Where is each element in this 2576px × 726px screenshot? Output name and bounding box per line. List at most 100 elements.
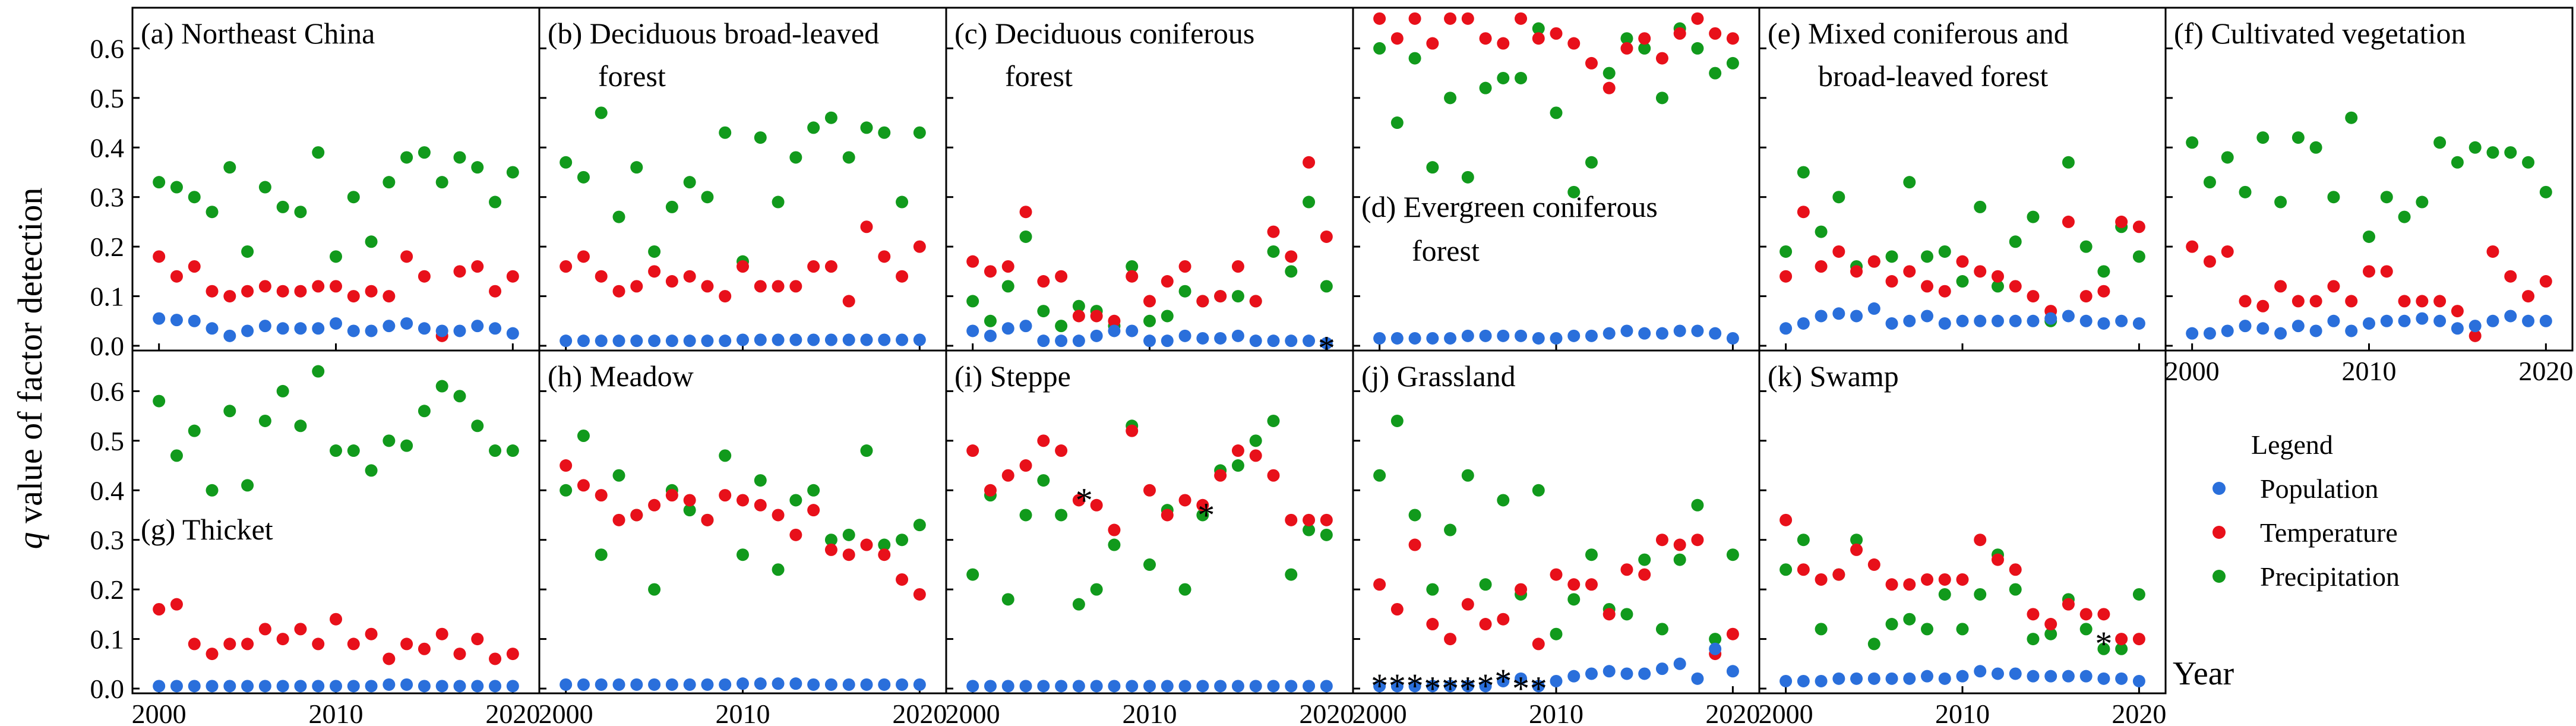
point-population xyxy=(188,314,201,327)
point-population xyxy=(1072,680,1085,693)
point-population xyxy=(966,680,979,693)
point-population xyxy=(2132,317,2145,330)
point-population xyxy=(2398,314,2411,327)
point-precipitation xyxy=(1479,578,1492,591)
point-precipitation xyxy=(400,439,413,452)
point-precipitation xyxy=(1231,459,1244,472)
point-population xyxy=(1903,314,1916,327)
point-temperature xyxy=(577,479,590,492)
panel-j: 2000 2010 2020(j) Grassland* * * * * * * * * * xyxy=(1352,349,1760,726)
point-precipitation xyxy=(418,146,431,159)
point-precipitation xyxy=(2044,627,2057,640)
point-precipitation xyxy=(2097,265,2110,278)
point-population xyxy=(1709,642,1722,655)
point-temperature xyxy=(1055,270,1068,283)
point-precipitation xyxy=(1903,176,1916,189)
point-precipitation xyxy=(1373,42,1386,55)
point-population xyxy=(1550,674,1563,687)
point-temperature xyxy=(1267,225,1280,238)
significance-asterisk: * xyxy=(1197,495,1215,534)
point-precipitation xyxy=(1249,434,1262,447)
point-temperature xyxy=(1567,37,1581,50)
point-population xyxy=(860,333,873,346)
point-population xyxy=(2522,314,2535,327)
point-population xyxy=(2345,324,2358,337)
x-tick-label: 2010 xyxy=(1123,699,1177,726)
point-precipitation xyxy=(878,538,891,551)
point-population xyxy=(2009,314,2022,327)
point-temperature xyxy=(1001,469,1014,482)
point-precipitation xyxy=(453,390,466,403)
point-precipitation xyxy=(506,444,519,457)
point-temperature xyxy=(1196,498,1209,512)
point-temperature xyxy=(153,603,166,616)
point-population xyxy=(1249,334,1262,348)
point-population xyxy=(754,677,767,690)
point-population xyxy=(683,678,696,691)
point-temperature xyxy=(188,260,201,273)
point-temperature xyxy=(701,513,714,526)
point-precipitation xyxy=(701,191,714,204)
panel-k: 2000 2010 2020 (k) Swamp * xyxy=(1758,349,2167,726)
point-temperature xyxy=(347,637,360,651)
point-population xyxy=(1001,322,1014,335)
x-tick-label: 2000 xyxy=(1352,699,1407,726)
point-temperature xyxy=(560,459,573,472)
point-population xyxy=(2539,314,2552,327)
point-precipitation xyxy=(1638,553,1651,566)
point-precipitation xyxy=(1815,623,1828,636)
point-precipitation xyxy=(206,484,219,497)
point-precipitation xyxy=(984,314,997,327)
x-tick-label: 2000 xyxy=(132,699,187,726)
point-population xyxy=(330,317,342,330)
point-precipitation xyxy=(860,121,873,134)
point-precipitation xyxy=(2539,185,2552,198)
point-temperature xyxy=(1037,275,1050,288)
point-temperature xyxy=(206,285,219,298)
point-temperature xyxy=(258,623,271,636)
point-population xyxy=(223,680,236,693)
point-precipitation xyxy=(737,548,749,561)
point-temperature xyxy=(2309,295,2322,308)
point-precipitation xyxy=(506,166,519,179)
point-precipitation xyxy=(312,146,325,159)
point-population xyxy=(1938,672,1951,685)
point-precipitation xyxy=(1550,106,1563,119)
point-population xyxy=(276,322,289,335)
point-temperature xyxy=(1585,578,1598,591)
point-precipitation xyxy=(789,494,802,507)
point-temperature xyxy=(1126,270,1139,283)
point-precipitation xyxy=(1479,81,1492,94)
point-population xyxy=(842,678,855,691)
y-tick-label: 0.0 xyxy=(90,331,125,361)
point-population xyxy=(276,680,289,693)
point-population xyxy=(807,678,820,691)
point-precipitation xyxy=(2239,185,2252,198)
point-temperature xyxy=(365,285,378,298)
point-precipitation xyxy=(1055,509,1068,522)
point-population xyxy=(595,678,608,691)
x-tick-label: 2000 xyxy=(2165,356,2220,386)
point-population xyxy=(1408,332,1421,345)
point-precipitation xyxy=(896,195,909,209)
point-precipitation xyxy=(896,534,909,547)
point-population xyxy=(2009,667,2022,680)
significance-asterisk: * xyxy=(1494,662,1512,700)
panel-title: forest xyxy=(1005,59,1073,93)
point-population xyxy=(418,322,431,335)
point-temperature xyxy=(206,648,219,661)
point-population xyxy=(1638,667,1651,680)
point-temperature xyxy=(453,265,466,278)
point-population xyxy=(1885,317,1898,330)
point-precipitation xyxy=(1532,484,1545,497)
point-population xyxy=(1515,329,1528,342)
point-population xyxy=(1532,680,1545,693)
point-population xyxy=(1037,680,1050,693)
point-temperature xyxy=(2539,275,2552,288)
point-temperature xyxy=(1620,563,1633,576)
point-precipitation xyxy=(1001,280,1014,293)
point-population xyxy=(471,320,484,333)
point-temperature xyxy=(630,280,643,293)
point-temperature xyxy=(453,648,466,661)
point-population xyxy=(1126,324,1139,337)
